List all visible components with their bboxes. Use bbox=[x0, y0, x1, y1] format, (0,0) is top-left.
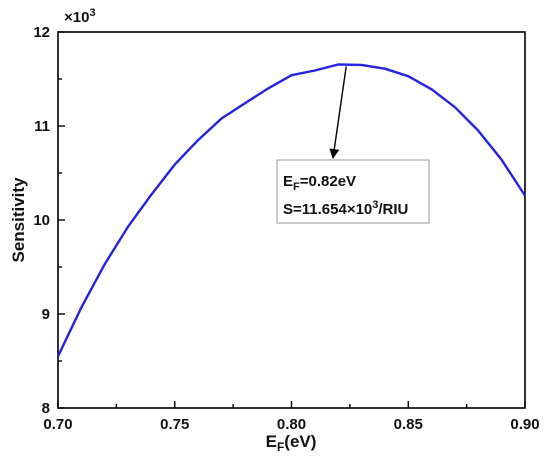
x-tick-label: 0.70 bbox=[43, 416, 72, 433]
annotation-arrow bbox=[329, 66, 347, 159]
annotation-box bbox=[276, 159, 430, 224]
y-tick-label: 8 bbox=[42, 400, 50, 417]
y-axis-title: Sensitivity bbox=[9, 177, 28, 263]
annotation-ef-text: EF=0.82eV bbox=[283, 173, 356, 193]
x-tick-label: 0.80 bbox=[277, 416, 306, 433]
y-tick-label: 11 bbox=[34, 118, 50, 135]
x-tick-label: 0.75 bbox=[160, 416, 189, 433]
y-tick-label: 10 bbox=[33, 212, 50, 229]
x-tick-label: 0.85 bbox=[394, 416, 423, 433]
axis-ticks bbox=[57, 31, 526, 409]
y-tick-label: 12 bbox=[33, 24, 50, 41]
annotation-s-text: S=11.654×103/RIU bbox=[283, 199, 408, 218]
x-tick-label: 0.90 bbox=[510, 416, 539, 433]
x-axis-title: EF(eV) bbox=[266, 432, 317, 454]
tick-labels: 0.70 0.75 0.80 0.85 0.90 8 9 10 11 12 bbox=[33, 24, 539, 433]
y-multiplier: ×103 bbox=[64, 7, 96, 26]
sensitivity-curve bbox=[56, 63, 527, 357]
y-tick-label: 9 bbox=[42, 306, 50, 323]
